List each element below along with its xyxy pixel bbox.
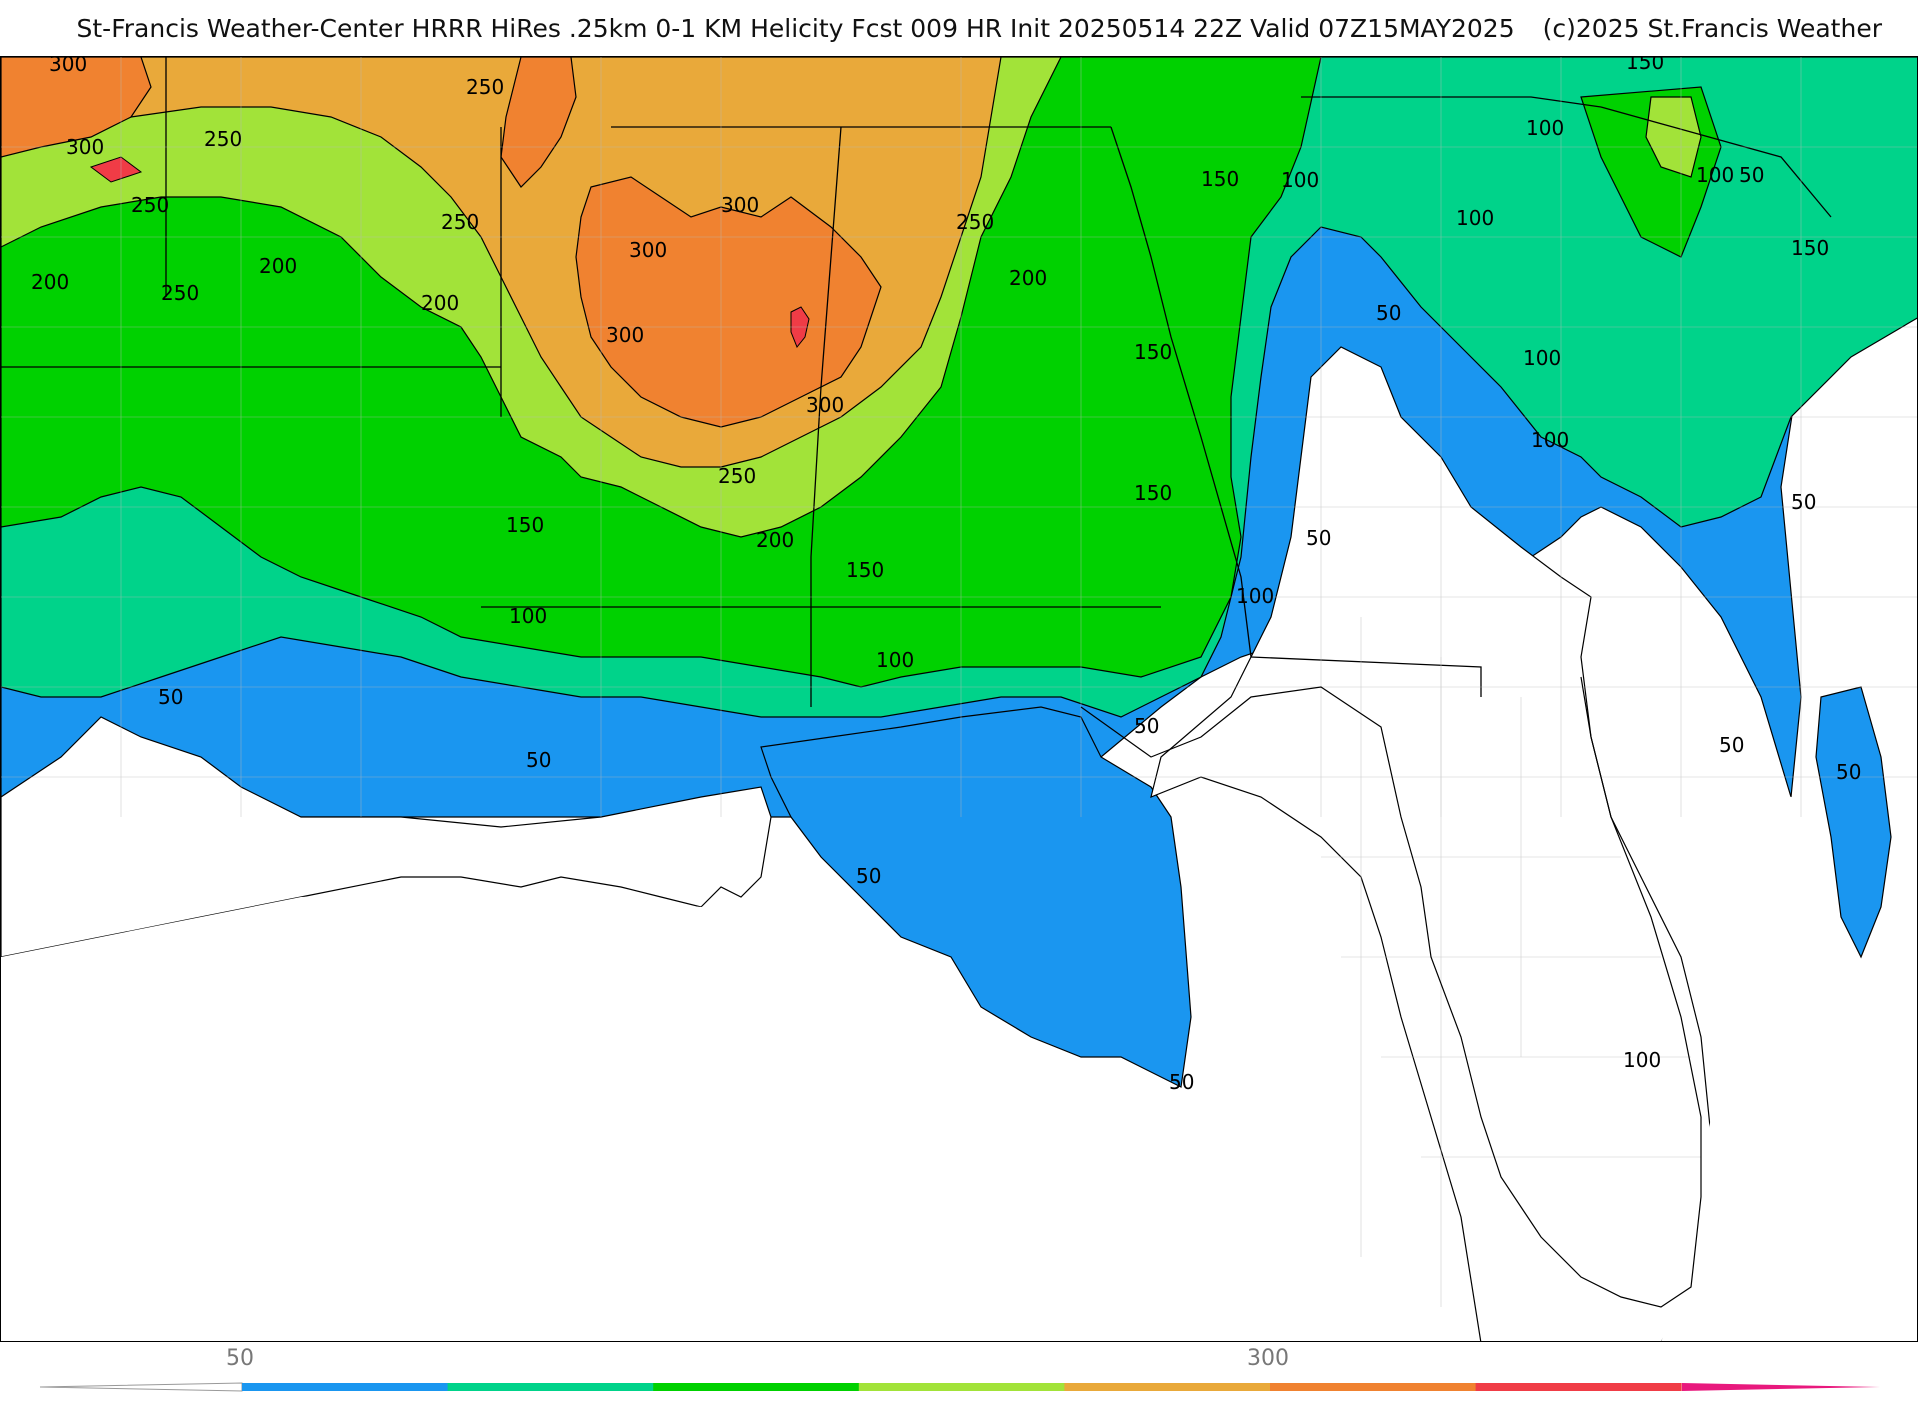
contour-label: 300 [629,238,667,262]
contour-label: 100 [1696,163,1734,187]
contour-label: 200 [259,254,297,278]
title-text: St-Francis Weather-Center HRRR HiRes .25… [76,13,1515,43]
colorbar-tick-300: 300 [1247,1346,1289,1371]
colorbar-segment [1064,1383,1271,1391]
helicity-band-50-atlantic-1 [1815,686,1892,959]
contour-label: 300 [721,193,759,217]
contour-label: 150 [1791,236,1829,260]
colorbar-segment [242,1383,449,1391]
contour-label: 150 [1134,481,1172,505]
contour-label: 50 [856,864,881,888]
contour-label: 50 [1836,760,1861,784]
colorbar-high-arrow [1682,1383,1880,1391]
helicity-pocket-red-2 [89,156,143,183]
contour-label: 250 [441,210,479,234]
colorbar-segment [447,1383,654,1391]
contour-label: 250 [161,281,199,305]
contour-label: 250 [466,75,504,99]
contour-label: 200 [31,270,69,294]
helicity-map: 300 300 250 250 250 250 250 200 200 200 … [0,56,1918,1342]
colorbar-tick-50: 50 [226,1346,254,1371]
white-gulf-open [1,887,1480,1341]
contour-label: 100 [509,604,547,628]
contour-label: 50 [158,685,183,709]
colorbar-svg [39,1382,1880,1392]
contour-label: 50 [1791,490,1816,514]
contour-label: 100 [1526,116,1564,140]
contour-label: 250 [718,464,756,488]
contour-label: 200 [1009,266,1047,290]
contour-labels: 300 300 250 250 250 250 250 200 200 200 … [31,57,1861,1094]
contour-label: 150 [1626,57,1664,74]
contour-label: 150 [1201,167,1239,191]
contour-label: 250 [204,127,242,151]
helicity-band-300-central [575,176,882,428]
contour-label: 50 [1719,733,1744,757]
colorbar-segment [858,1383,1065,1391]
contour-label: 100 [1456,206,1494,230]
contour-label: 50 [1739,163,1764,187]
contour-label: 300 [66,135,104,159]
contour-label: 100 [1623,1048,1661,1072]
colorbar-segment [1475,1383,1682,1391]
white-bahamas-gap [1741,777,1801,877]
colorbar-segments [242,1383,1682,1391]
contour-label: 200 [756,528,794,552]
contour-label: 50 [1306,526,1331,550]
copyright-text: (c)2025 St.Francis Weather [1542,13,1882,43]
contour-label: 300 [806,393,844,417]
helicity-band-300-north [500,57,577,188]
state-boundaries [1,57,1832,707]
contour-label: 100 [1236,584,1274,608]
contour-label: 50 [1169,1070,1194,1094]
colorbar [0,1342,1920,1400]
colorbar-segment [1270,1383,1477,1391]
map-title: St-Francis Weather-Center HRRR HiRes .25… [0,0,1920,56]
contour-label: 50 [526,748,551,772]
contour-label: 200 [421,291,459,315]
contour-label: 100 [876,648,914,672]
contour-label: 250 [131,193,169,217]
map-canvas: 300 300 250 250 250 250 250 200 200 200 … [1,57,1917,1341]
contour-label: 300 [606,323,644,347]
contour-label: 100 [1523,346,1561,370]
contour-label: 300 [49,57,87,76]
contour-label: 150 [506,513,544,537]
florida-coastline [1080,676,1702,1308]
contour-label: 50 [1134,714,1159,738]
white-atlantic-east [1601,617,1917,1341]
colorbar-segment [653,1383,860,1391]
helicity-band-50-gulf [760,706,1192,1088]
contour-label: 100 [1281,168,1319,192]
contour-label: 250 [956,210,994,234]
colorbar-low-arrow [39,1382,243,1392]
contour-label: 150 [1134,340,1172,364]
contour-label: 100 [1531,428,1569,452]
contour-label: 150 [846,558,884,582]
helicity-band-300-northwest [1,57,152,158]
contour-label: 50 [1376,301,1401,325]
helicity-band-200-pocket [1645,96,1702,178]
